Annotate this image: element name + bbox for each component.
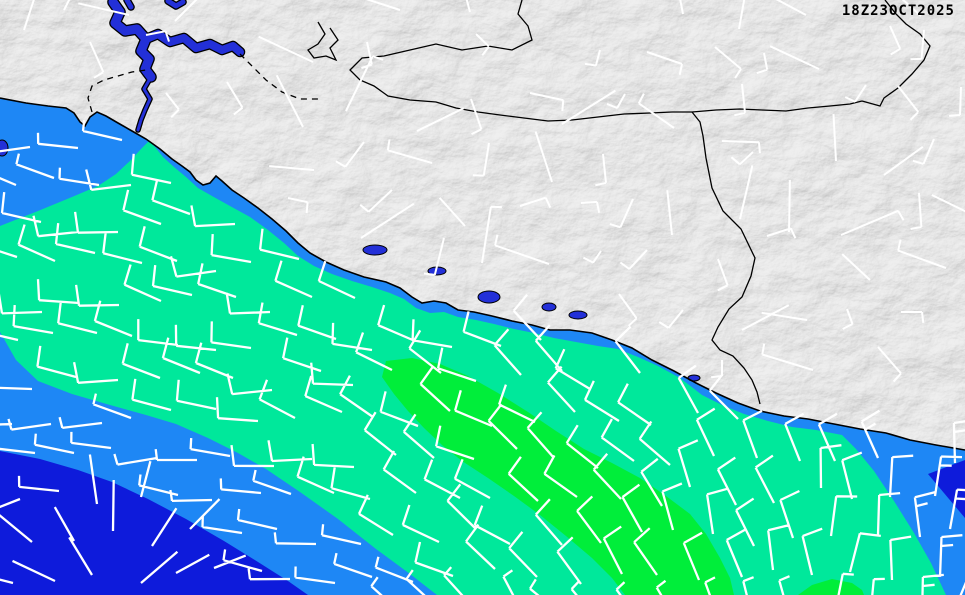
reservoir-and-lagoons: [0, 0, 701, 382]
coastline: [0, 97, 965, 451]
land-terrain-hillshade: [0, 0, 965, 450]
timestamp-label: 18Z23OCT2025: [841, 3, 955, 19]
